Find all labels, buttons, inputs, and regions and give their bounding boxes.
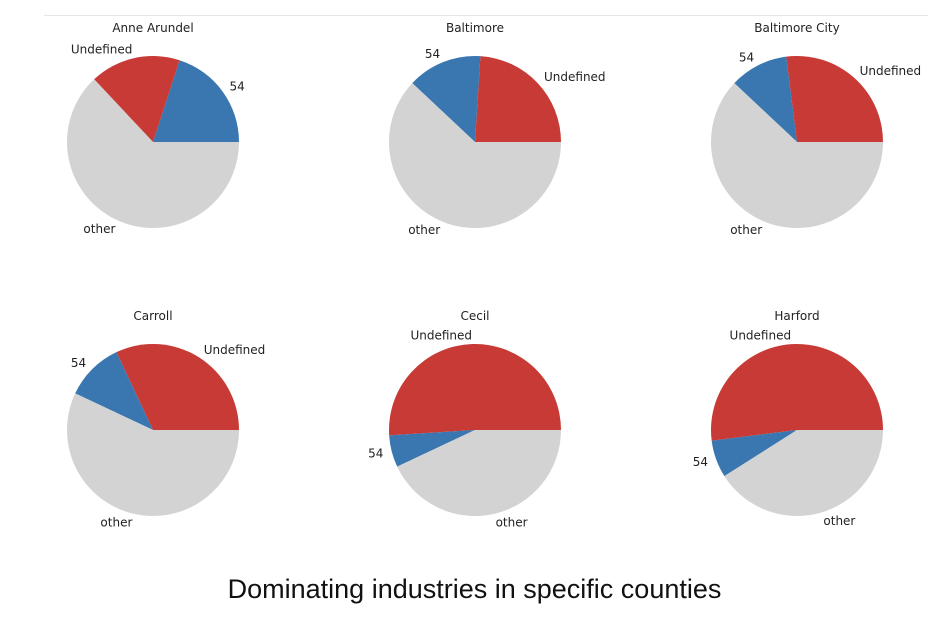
pie-slice-other <box>397 430 561 517</box>
pie-slice-label: 54 <box>71 356 86 370</box>
pie-slice-label: other <box>823 514 855 528</box>
pie-slice-54 <box>412 56 481 143</box>
pie-baltimore-city: Baltimore City Undefined 54 other <box>711 21 921 237</box>
pie-slice-undefined <box>388 343 561 436</box>
pie-cecil: Cecil Undefined 54 other <box>368 309 561 529</box>
pie-slice-54 <box>75 352 153 430</box>
pie-title: Carroll <box>133 309 172 323</box>
pie-slice-label: 54 <box>425 47 440 61</box>
pie-slice-undefined <box>116 343 239 430</box>
pie-slice-other <box>388 83 561 229</box>
pie-slice-54 <box>389 430 475 467</box>
pie-slice-label: other <box>730 223 762 237</box>
pie-slice-label: other <box>83 222 115 236</box>
figure-caption: Dominating industries in specific counti… <box>227 574 722 604</box>
pie-title: Baltimore <box>446 21 504 35</box>
pie-slice-label: 54 <box>739 51 754 65</box>
pie-slice-label: Undefined <box>544 70 606 84</box>
pie-slice-label: other <box>100 515 132 529</box>
pie-slice-other <box>66 393 239 516</box>
pie-slice-other <box>724 430 883 516</box>
pie-slice-label: Undefined <box>71 43 133 57</box>
pie-slice-other <box>66 79 239 229</box>
pie-slice-54 <box>734 56 797 142</box>
pie-slice-label: Undefined <box>860 64 922 78</box>
pie-charts: Anne Arundel 54 Undefined other Baltimore Und… <box>66 21 921 529</box>
pie-harford: Harford Undefined 54 other <box>693 309 883 528</box>
pie-slice-54 <box>711 430 797 477</box>
pie-title: Harford <box>774 309 819 323</box>
pie-baltimore: Baltimore Undefined 54 other <box>388 21 606 237</box>
pie-slice-undefined <box>475 56 561 142</box>
pie-slice-54 <box>153 60 239 142</box>
pie-slice-label: other <box>408 223 440 237</box>
pie-slice-label: 54 <box>368 447 383 461</box>
pie-slice-label: other <box>496 515 528 529</box>
pie-slice-undefined <box>711 343 883 441</box>
pie-slice-label: Undefined <box>204 343 266 357</box>
pie-slice-label: 54 <box>693 455 708 469</box>
pie-slice-undefined <box>786 56 883 142</box>
pie-title: Cecil <box>460 309 489 323</box>
pie-anne-arundel: Anne Arundel 54 Undefined other <box>66 21 245 236</box>
pie-carroll: Carroll Undefined 54 other <box>66 309 266 529</box>
pie-slice-label: Undefined <box>730 329 792 343</box>
pie-slice-label: Undefined <box>410 328 472 342</box>
pie-slice-label: 54 <box>230 79 245 93</box>
pie-slice-other <box>711 83 883 229</box>
pie-title: Baltimore City <box>754 21 839 35</box>
pie-slice-undefined <box>94 56 180 142</box>
pie-title: Anne Arundel <box>112 21 193 35</box>
